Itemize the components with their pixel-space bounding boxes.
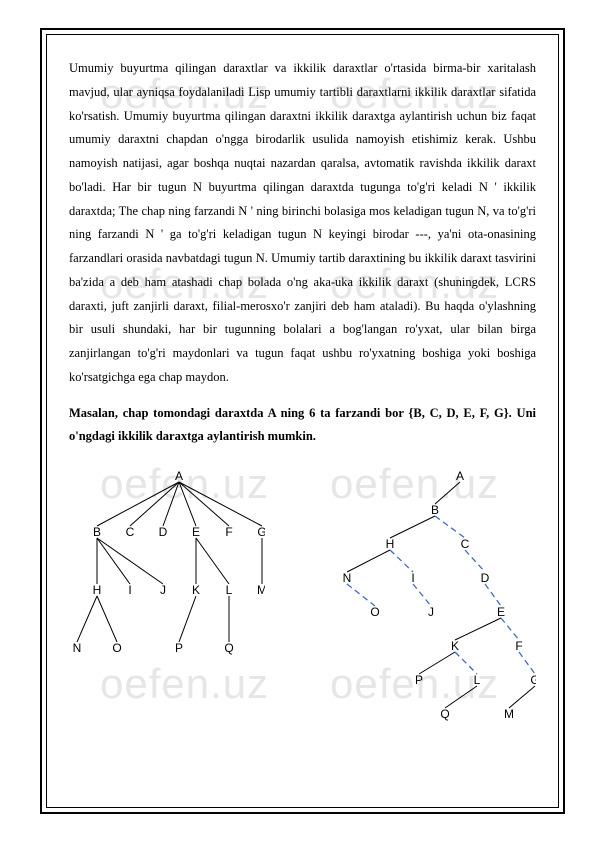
svg-text:J: J: [160, 583, 166, 597]
svg-text:G: G: [530, 673, 536, 687]
svg-text:D: D: [480, 571, 489, 585]
svg-text:E: E: [497, 605, 505, 619]
svg-text:A: A: [456, 469, 464, 483]
svg-text:L: L: [473, 673, 480, 687]
svg-text:D: D: [159, 525, 168, 539]
svg-text:C: C: [126, 525, 135, 539]
svg-text:H: H: [93, 583, 102, 597]
svg-text:O: O: [112, 641, 121, 655]
svg-text:N: N: [73, 641, 82, 655]
svg-text:I: I: [411, 571, 414, 585]
svg-text:L: L: [226, 583, 233, 597]
svg-text:C: C: [460, 537, 469, 551]
svg-text:K: K: [451, 639, 459, 653]
svg-text:G: G: [257, 525, 264, 539]
svg-text:E: E: [192, 525, 200, 539]
svg-text:Q: Q: [224, 641, 233, 655]
svg-text:M: M: [504, 707, 514, 721]
page-inner-frame: Umumiy buyurtma qilingan daraxtlar va ik…: [46, 34, 559, 808]
svg-text:K: K: [192, 583, 200, 597]
page-outer-frame: Umumiy buyurtma qilingan daraxtlar va ik…: [40, 28, 565, 814]
svg-text:I: I: [128, 583, 131, 597]
main-paragraph: Umumiy buyurtma qilingan daraxtlar va ik…: [69, 57, 536, 390]
svg-text:F: F: [515, 639, 522, 653]
svg-text:N: N: [342, 571, 351, 585]
content-area: Umumiy buyurtma qilingan daraxtlar va ik…: [69, 57, 536, 730]
svg-text:P: P: [415, 673, 423, 687]
svg-text:J: J: [428, 605, 434, 619]
svg-text:P: P: [175, 641, 183, 655]
svg-text:A: A: [175, 469, 183, 483]
example-paragraph: Masalan, chap tomondagi daraxtda A ning …: [69, 402, 536, 448]
svg-text:B: B: [431, 503, 439, 517]
diagram-container: A B C D E F G H I J K L M N O P Q A B H C N I D O J E K F P L G Q M: [69, 462, 536, 730]
binary-tree-diagram: A B H C N I D O J E K F P L G Q M: [285, 462, 536, 730]
general-tree-diagram: A B C D E F G H I J K L M N O P Q: [69, 462, 265, 662]
svg-text:F: F: [225, 525, 232, 539]
svg-text:Q: Q: [440, 707, 449, 721]
svg-text:B: B: [93, 525, 101, 539]
svg-text:H: H: [385, 537, 394, 551]
svg-text:O: O: [370, 605, 379, 619]
svg-text:M: M: [257, 583, 265, 597]
